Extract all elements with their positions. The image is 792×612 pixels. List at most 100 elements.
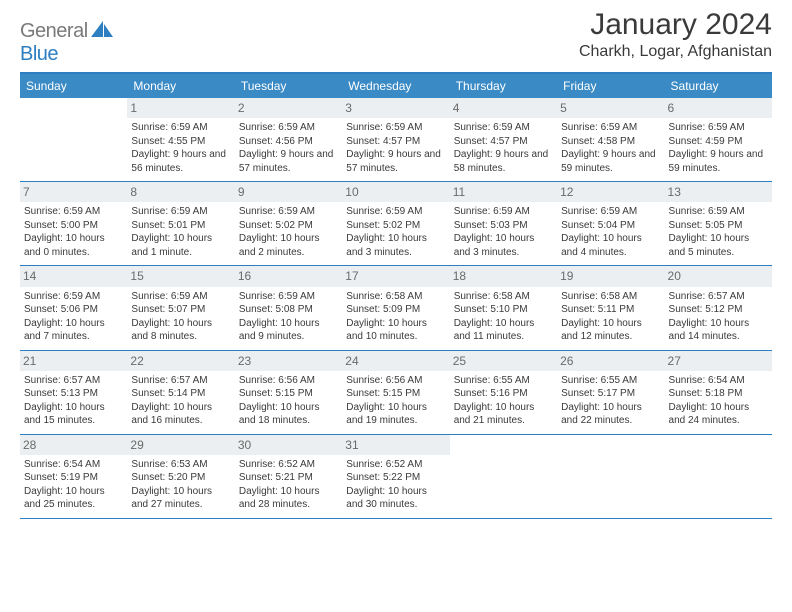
daylight-line: Daylight: 10 hours and 8 minutes.: [131, 317, 230, 344]
day-number: 24: [342, 351, 449, 371]
sunrise-line: Sunrise: 6:55 AM: [561, 374, 660, 388]
calendar-day-cell: 29Sunrise: 6:53 AMSunset: 5:20 PMDayligh…: [127, 435, 234, 518]
sunrise-line: Sunrise: 6:59 AM: [454, 205, 553, 219]
daylight-line: Daylight: 10 hours and 0 minutes.: [24, 232, 123, 259]
daylight-line: Daylight: 10 hours and 3 minutes.: [346, 232, 445, 259]
sunset-line: Sunset: 4:58 PM: [561, 135, 660, 149]
daylight-line: Daylight: 10 hours and 12 minutes.: [561, 317, 660, 344]
sunrise-line: Sunrise: 6:54 AM: [24, 458, 123, 472]
daylight-line: Daylight: 9 hours and 59 minutes.: [669, 148, 768, 175]
calendar-day-cell: 21Sunrise: 6:57 AMSunset: 5:13 PMDayligh…: [20, 351, 127, 434]
weekday-header: Saturday: [665, 74, 772, 98]
calendar-day-cell: 22Sunrise: 6:57 AMSunset: 5:14 PMDayligh…: [127, 351, 234, 434]
day-number: 9: [235, 182, 342, 202]
sunrise-line: Sunrise: 6:58 AM: [346, 290, 445, 304]
daylight-line: Daylight: 10 hours and 30 minutes.: [346, 485, 445, 512]
sunset-line: Sunset: 5:09 PM: [346, 303, 445, 317]
sunrise-line: Sunrise: 6:57 AM: [131, 374, 230, 388]
calendar-day-cell: 14Sunrise: 6:59 AMSunset: 5:06 PMDayligh…: [20, 266, 127, 349]
calendar-grid: 1Sunrise: 6:59 AMSunset: 4:55 PMDaylight…: [20, 98, 772, 519]
day-number: 15: [127, 266, 234, 286]
calendar-day-cell: 23Sunrise: 6:56 AMSunset: 5:15 PMDayligh…: [235, 351, 342, 434]
sunset-line: Sunset: 5:10 PM: [454, 303, 553, 317]
calendar-day-cell: 12Sunrise: 6:59 AMSunset: 5:04 PMDayligh…: [557, 182, 664, 265]
daylight-line: Daylight: 10 hours and 15 minutes.: [24, 401, 123, 428]
calendar-day-cell: 30Sunrise: 6:52 AMSunset: 5:21 PMDayligh…: [235, 435, 342, 518]
daylight-line: Daylight: 10 hours and 2 minutes.: [239, 232, 338, 259]
daylight-line: Daylight: 10 hours and 24 minutes.: [669, 401, 768, 428]
sunrise-line: Sunrise: 6:59 AM: [346, 121, 445, 135]
sunset-line: Sunset: 5:05 PM: [669, 219, 768, 233]
sunrise-line: Sunrise: 6:59 AM: [561, 121, 660, 135]
sunset-line: Sunset: 5:07 PM: [131, 303, 230, 317]
calendar-day-cell: 13Sunrise: 6:59 AMSunset: 5:05 PMDayligh…: [665, 182, 772, 265]
daylight-line: Daylight: 10 hours and 10 minutes.: [346, 317, 445, 344]
calendar-day-cell: 1Sunrise: 6:59 AMSunset: 4:55 PMDaylight…: [127, 98, 234, 181]
daylight-line: Daylight: 10 hours and 3 minutes.: [454, 232, 553, 259]
sunrise-line: Sunrise: 6:53 AM: [131, 458, 230, 472]
daylight-line: Daylight: 10 hours and 14 minutes.: [669, 317, 768, 344]
day-number: 5: [557, 98, 664, 118]
sunrise-line: Sunrise: 6:58 AM: [561, 290, 660, 304]
day-number: [450, 435, 557, 455]
sunset-line: Sunset: 5:12 PM: [669, 303, 768, 317]
day-number: 7: [20, 182, 127, 202]
month-title: January 2024: [579, 8, 772, 41]
sunrise-line: Sunrise: 6:59 AM: [454, 121, 553, 135]
day-number: 1: [127, 98, 234, 118]
sunset-line: Sunset: 5:17 PM: [561, 387, 660, 401]
calendar-day-cell: 31 Sunrise: 6:52 AMSunset: 5:22 PMDayligh…: [342, 435, 449, 518]
sunset-line: Sunset: 5:22 PM: [346, 471, 445, 485]
day-number: 12: [557, 182, 664, 202]
day-number: [665, 435, 772, 455]
brand-part2: Blue: [20, 43, 58, 65]
day-number: 16: [235, 266, 342, 286]
sunrise-line: Sunrise: 6:59 AM: [669, 121, 768, 135]
calendar-day-cell: 2Sunrise: 6:59 AMSunset: 4:56 PMDaylight…: [235, 98, 342, 181]
calendar-day-cell: 8Sunrise: 6:59 AMSunset: 5:01 PMDaylight…: [127, 182, 234, 265]
daylight-line: Daylight: 10 hours and 9 minutes.: [239, 317, 338, 344]
calendar-day-cell: 3Sunrise: 6:59 AMSunset: 4:57 PMDaylight…: [342, 98, 449, 181]
calendar-day-cell: [20, 98, 127, 181]
page-header: GeneralBlue January 2024 Charkh, Logar, …: [20, 8, 772, 66]
sunrise-line: Sunrise: 6:52 AM: [346, 458, 445, 472]
weekday-header: Monday: [127, 74, 234, 98]
sunset-line: Sunset: 4:56 PM: [239, 135, 338, 149]
sunrise-line: Sunrise: 6:59 AM: [239, 121, 338, 135]
sunset-line: Sunset: 5:15 PM: [239, 387, 338, 401]
weekday-header: Sunday: [20, 74, 127, 98]
sunset-line: Sunset: 5:08 PM: [239, 303, 338, 317]
weekday-header: Thursday: [450, 74, 557, 98]
daylight-line: Daylight: 9 hours and 56 minutes.: [131, 148, 230, 175]
sunset-line: Sunset: 5:03 PM: [454, 219, 553, 233]
sunset-line: Sunset: 5:02 PM: [239, 219, 338, 233]
brand-part1: General: [20, 20, 88, 42]
day-number: 19: [557, 266, 664, 286]
sunset-line: Sunset: 5:04 PM: [561, 219, 660, 233]
day-number: 23: [235, 351, 342, 371]
weekday-header: Tuesday: [235, 74, 342, 98]
daylight-line: Daylight: 10 hours and 28 minutes.: [239, 485, 338, 512]
calendar-day-cell: 28Sunrise: 6:54 AMSunset: 5:19 PMDayligh…: [20, 435, 127, 518]
title-block: January 2024 Charkh, Logar, Afghanistan: [579, 8, 772, 61]
calendar-day-cell: 6Sunrise: 6:59 AMSunset: 4:59 PMDaylight…: [665, 98, 772, 181]
calendar-page: GeneralBlue January 2024 Charkh, Logar, …: [0, 0, 792, 519]
daylight-line: Daylight: 10 hours and 22 minutes.: [561, 401, 660, 428]
calendar-day-cell: 24Sunrise: 6:56 AMSunset: 5:15 PMDayligh…: [342, 351, 449, 434]
brand-logo: GeneralBlue: [20, 8, 113, 66]
day-number: [557, 435, 664, 455]
calendar-day-cell: 5 Sunrise: 6:59 AMSunset: 4:58 PMDaylight…: [557, 98, 664, 181]
day-number: 31: [342, 435, 449, 455]
day-number: 8: [127, 182, 234, 202]
sunset-line: Sunset: 4:59 PM: [669, 135, 768, 149]
sunset-line: Sunset: 5:16 PM: [454, 387, 553, 401]
day-number: 26: [557, 351, 664, 371]
calendar-table: SundayMondayTuesdayWednesdayThursdayFrid…: [20, 72, 772, 519]
sunset-line: Sunset: 5:14 PM: [131, 387, 230, 401]
calendar-day-cell: [557, 435, 664, 518]
daylight-line: Daylight: 10 hours and 19 minutes.: [346, 401, 445, 428]
daylight-line: Daylight: 9 hours and 58 minutes.: [454, 148, 553, 175]
daylight-line: Daylight: 10 hours and 18 minutes.: [239, 401, 338, 428]
sunset-line: Sunset: 4:57 PM: [346, 135, 445, 149]
daylight-line: Daylight: 9 hours and 59 minutes.: [561, 148, 660, 175]
